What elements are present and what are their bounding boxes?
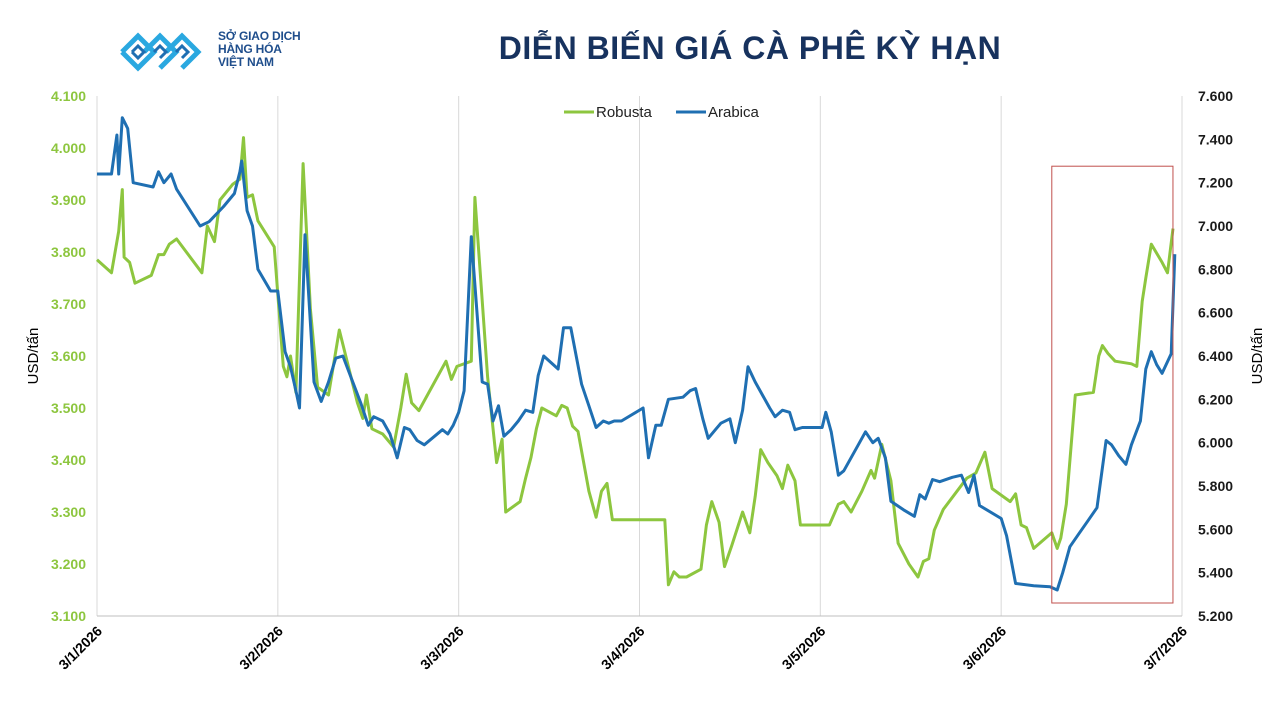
left-tick-label: 3.200 [51, 556, 86, 572]
left-y-axis-ticks: 3.100 3.200 3.300 3.400 3.500 3.600 3.700 3.800… [51, 88, 86, 624]
series-line-arabica [97, 116, 1177, 592]
right-tick-label: 5.200 [1198, 608, 1233, 624]
exchange-logo: SỞ GIAO DỊCH HÀNG HÓA VIỆT NAM [118, 28, 318, 76]
series-lines [95, 116, 1177, 592]
right-tick-label: 6.400 [1198, 348, 1233, 364]
legend: Robusta Arabica [564, 104, 760, 121]
x-tick-label: 3/5/2026 [779, 623, 829, 673]
x-tick-label: 3/1/2026 [55, 623, 105, 673]
left-tick-label: 4.000 [51, 140, 86, 156]
logo-line-3: VIỆT NAM [218, 55, 274, 69]
left-tick-label: 3.700 [51, 296, 86, 312]
right-tick-label: 6.600 [1198, 305, 1233, 321]
left-tick-label: 3.600 [51, 348, 86, 364]
left-tick-label: 3.500 [51, 400, 86, 416]
right-tick-label: 7.600 [1198, 88, 1233, 104]
right-tick-label: 5.600 [1198, 521, 1233, 537]
left-tick-label: 3.100 [51, 608, 86, 624]
right-tick-label: 7.000 [1198, 218, 1233, 234]
right-tick-label: 6.800 [1198, 261, 1233, 277]
left-tick-label: 3.300 [51, 504, 86, 520]
right-tick-label: 7.200 [1198, 175, 1233, 191]
highlight-box [1051, 165, 1174, 604]
logo-line-1: SỞ GIAO DỊCH [218, 29, 301, 43]
left-tick-label: 3.400 [51, 452, 86, 468]
x-axis-ticks: 3/1/2026 3/2/2026 3/3/2026 3/4/2026 3/5/2026… [55, 623, 1190, 673]
x-tick-label: 3/2/2026 [236, 623, 286, 673]
series-line-robusta [95, 136, 1175, 587]
logo-mark-icon [120, 32, 202, 72]
right-y-axis-label: USD/tấn [1249, 328, 1266, 385]
chart-title: DIỄN BIẾN GIÁ CÀ PHÊ KỲ HẠN [498, 30, 1002, 66]
right-tick-label: 7.400 [1198, 131, 1233, 147]
vertical-gridlines [96, 96, 1183, 616]
right-tick-label: 5.800 [1198, 478, 1233, 494]
x-tick-label: 3/7/2026 [1140, 623, 1190, 673]
left-tick-label: 3.800 [51, 244, 86, 260]
left-tick-label: 3.900 [51, 192, 86, 208]
left-tick-label: 4.100 [51, 88, 86, 104]
x-tick-label: 3/3/2026 [417, 623, 467, 673]
legend-label-robusta: Robusta [596, 104, 653, 121]
x-tick-label: 3/6/2026 [959, 623, 1009, 673]
right-tick-label: 5.400 [1198, 565, 1233, 581]
right-tick-label: 6.000 [1198, 435, 1233, 451]
x-tick-label: 3/4/2026 [598, 623, 648, 673]
left-y-axis-label: USD/tấn [25, 328, 42, 385]
right-tick-label: 6.200 [1198, 391, 1233, 407]
legend-label-arabica: Arabica [708, 104, 760, 121]
logo-line-2: HÀNG HÓA [218, 42, 282, 56]
right-y-axis-ticks: 5.200 5.400 5.600 5.800 6.000 6.200 6.400 6.600… [1198, 88, 1233, 624]
logo-text: SỞ GIAO DỊCH HÀNG HÓA VIỆT NAM [218, 30, 301, 69]
